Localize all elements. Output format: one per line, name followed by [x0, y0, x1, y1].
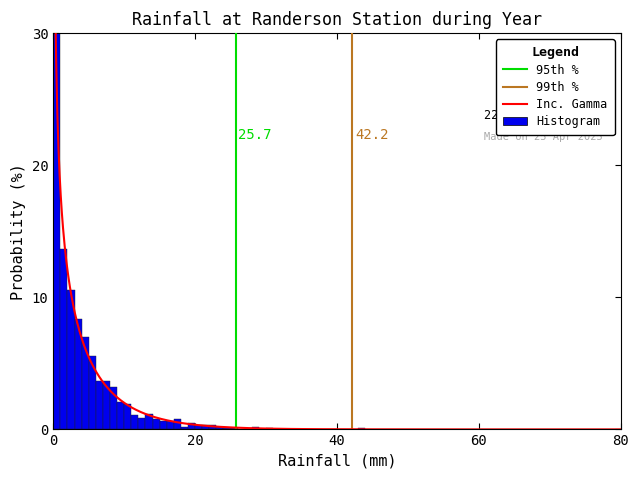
Bar — [67, 290, 74, 430]
Y-axis label: Probability (%): Probability (%) — [11, 163, 26, 300]
Bar — [145, 414, 152, 430]
Bar — [89, 356, 96, 430]
Bar — [237, 429, 244, 430]
Legend: 95th %, 99th %, Inc. Gamma, Histogram: 95th %, 99th %, Inc. Gamma, Histogram — [496, 39, 614, 135]
Inc. Gamma — [300, 426, 307, 432]
Bar — [202, 425, 209, 430]
Inc. Gamma — [502, 427, 509, 432]
Bar — [252, 427, 259, 430]
Bar — [53, 15, 60, 430]
Text: 42.2: 42.2 — [355, 128, 389, 142]
Text: 25.7: 25.7 — [238, 128, 272, 142]
Bar — [82, 337, 89, 430]
Bar — [316, 429, 323, 430]
Bar — [167, 421, 174, 430]
Bar — [124, 404, 131, 430]
Bar — [159, 421, 167, 430]
Title: Rainfall at Randerson Station during Year: Rainfall at Randerson Station during Yea… — [132, 11, 542, 29]
Bar — [223, 428, 230, 430]
Inc. Gamma — [439, 427, 447, 432]
Bar — [372, 429, 380, 430]
X-axis label: Rainfall (mm): Rainfall (mm) — [278, 454, 396, 469]
Bar — [380, 429, 387, 430]
Bar — [294, 429, 301, 430]
Bar — [138, 418, 145, 430]
Bar — [74, 319, 82, 430]
Bar — [358, 428, 365, 430]
Bar — [96, 382, 103, 430]
Bar — [230, 428, 237, 430]
Bar — [117, 402, 124, 430]
Inc. Gamma — [108, 389, 115, 395]
Bar — [209, 425, 216, 430]
Bar — [131, 415, 138, 430]
Bar — [110, 386, 117, 430]
Bar — [181, 427, 188, 430]
Text: Made on 25 Apr 2025: Made on 25 Apr 2025 — [484, 132, 603, 143]
Bar — [216, 427, 223, 430]
Bar — [152, 419, 159, 430]
Bar — [188, 422, 195, 430]
Bar — [244, 429, 252, 430]
Text: 2278  # Events: 2278 # Events — [484, 108, 584, 121]
Bar — [60, 249, 67, 430]
Inc. Gamma — [492, 427, 499, 432]
Bar — [103, 382, 110, 430]
Bar — [323, 429, 330, 430]
Line: Inc. Gamma: Inc. Gamma — [53, 0, 621, 430]
Bar — [266, 428, 273, 430]
Bar — [174, 419, 181, 430]
Inc. Gamma — [279, 426, 287, 432]
Bar — [195, 425, 202, 430]
Inc. Gamma — [617, 427, 625, 432]
